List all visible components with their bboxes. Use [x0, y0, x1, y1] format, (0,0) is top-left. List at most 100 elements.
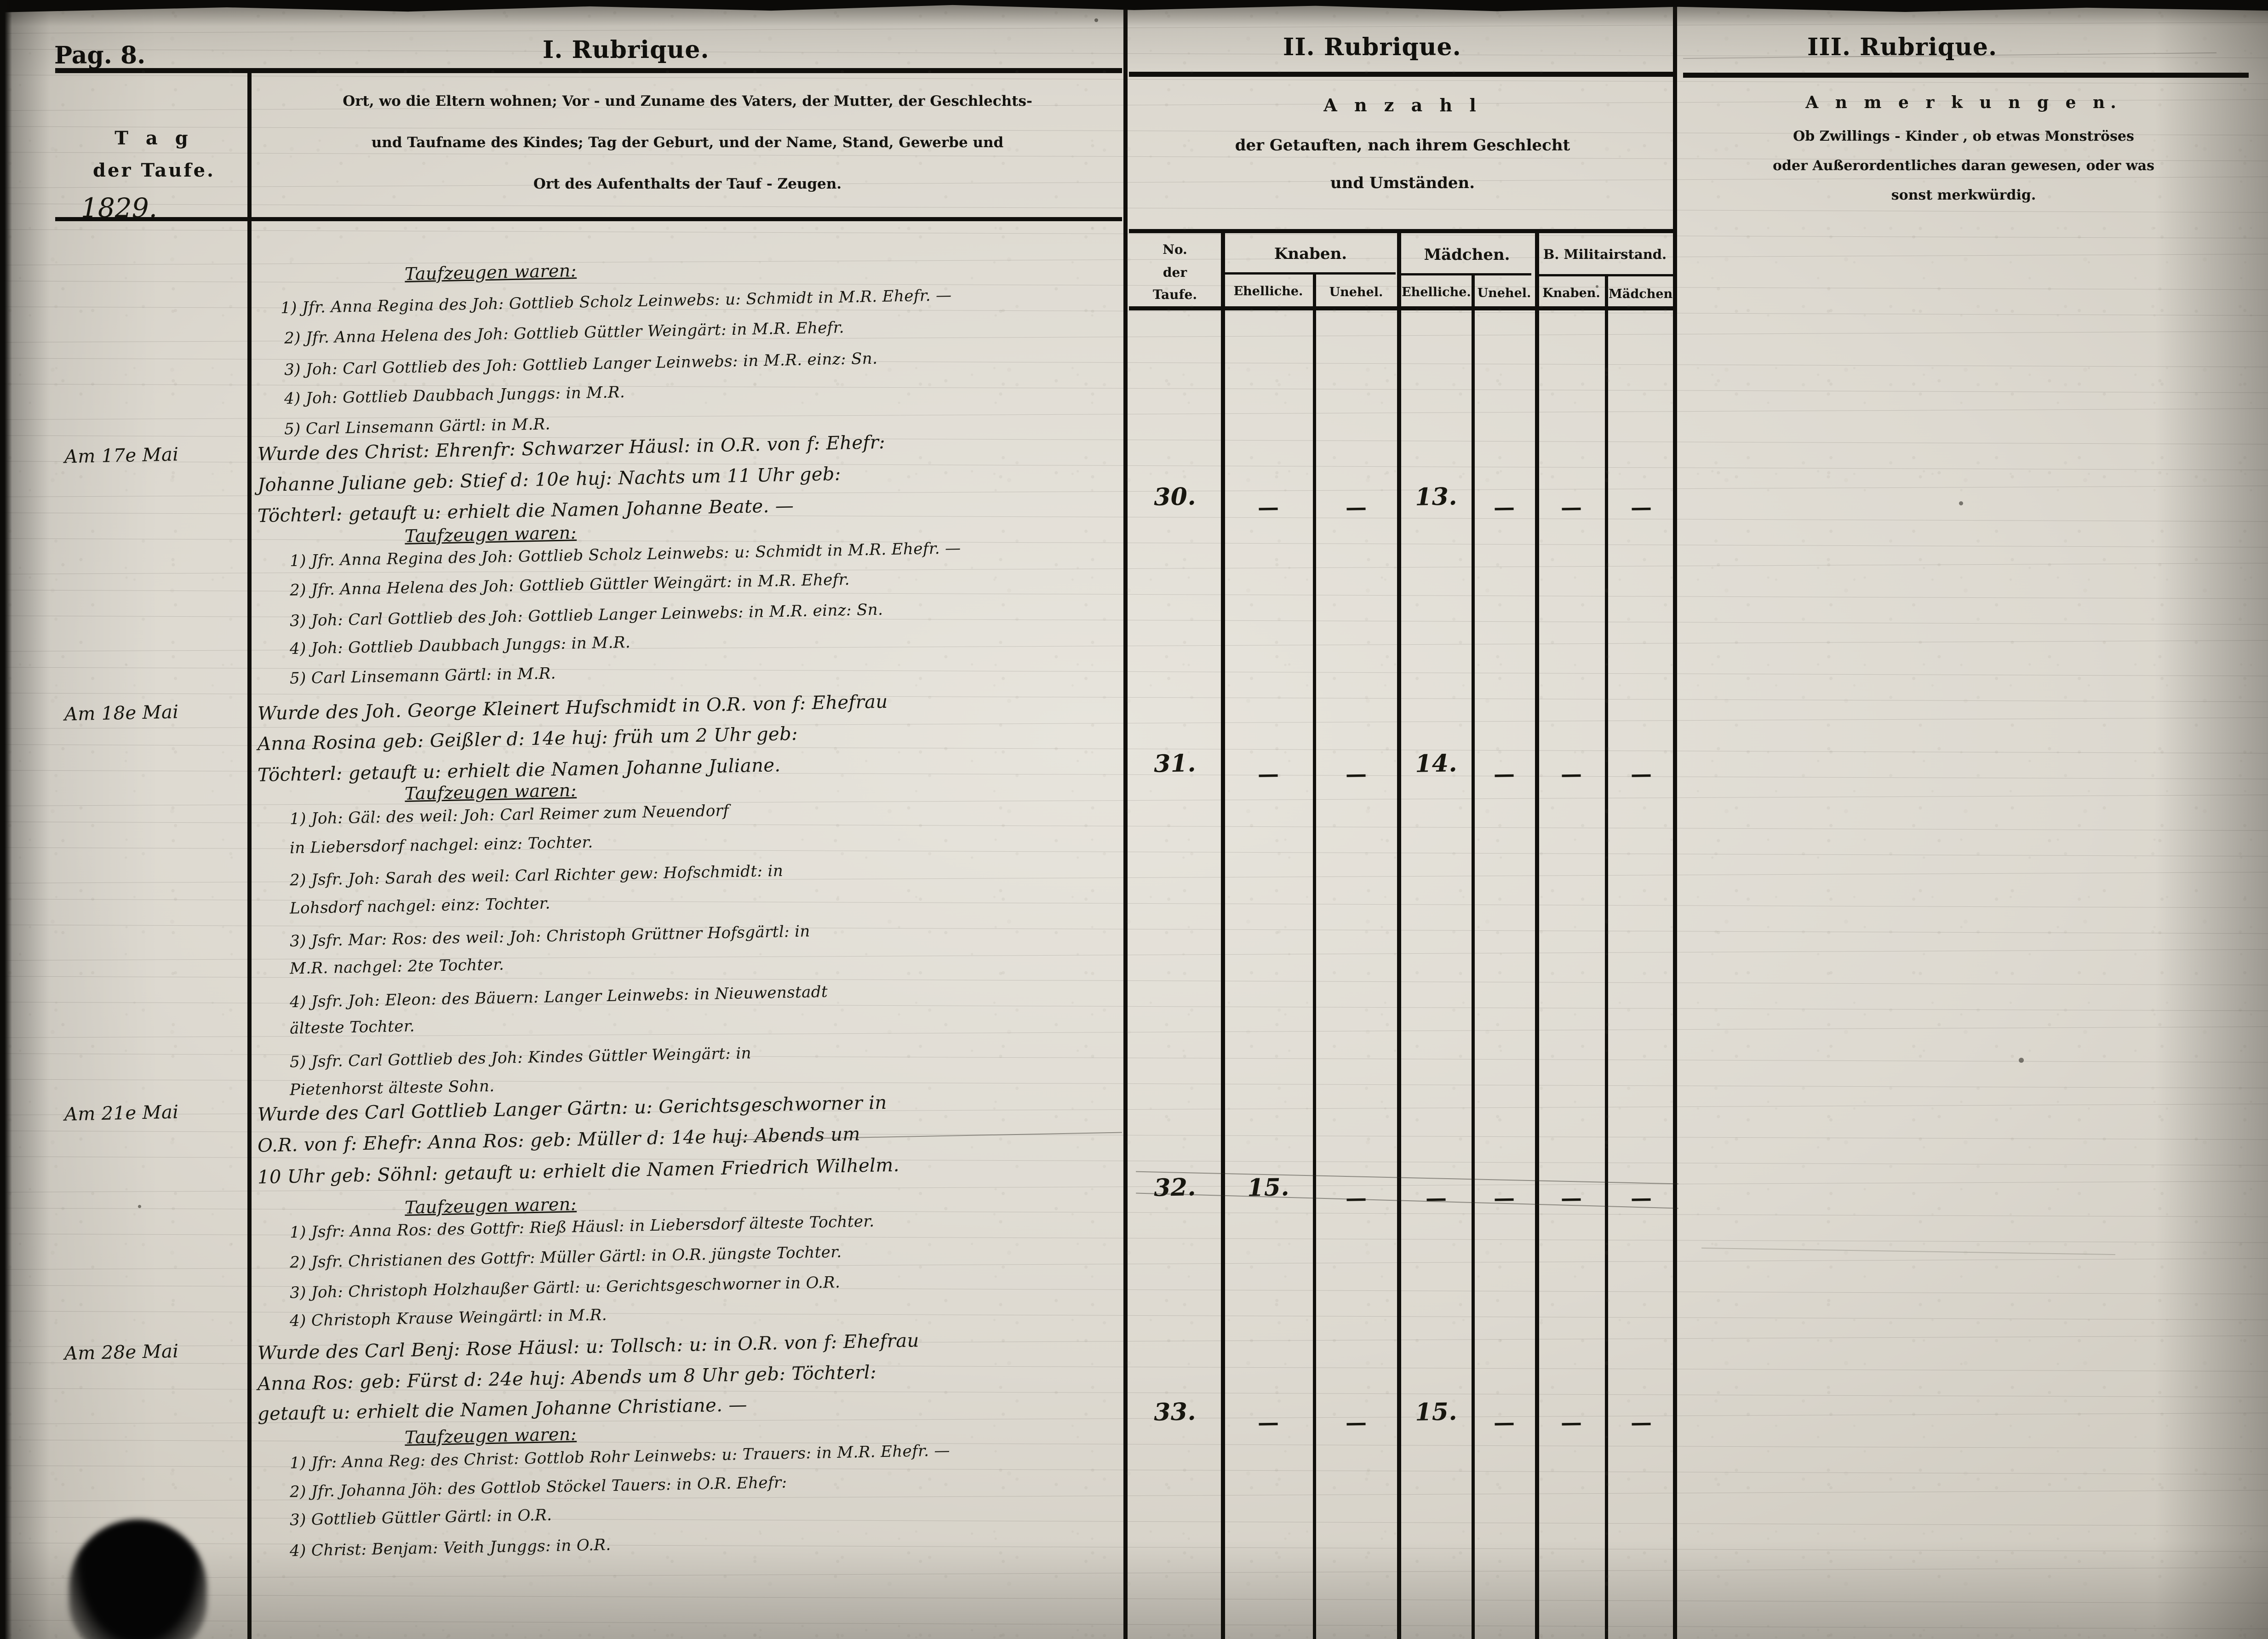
top-rule-right [1683, 73, 2249, 78]
entry-date: Am 28e Mai [64, 1341, 179, 1364]
rubrique1-desc-line3: Ort des Aufenthalts der Tauf - Zeugen. [533, 176, 842, 192]
witness-title: Taufzeugen waren: [404, 260, 577, 284]
paper-ruling-line [0, 1567, 2268, 1579]
count-militair-maedchen: — [1630, 494, 1652, 520]
count-militair-knaben: — [1560, 1185, 1582, 1211]
scan-edge-left [0, 0, 12, 1639]
divider-rubrique1-rubrique2 [1123, 0, 1128, 1639]
witness-list-item: 2) Jsfr. Joh: Sarah des weil: Carl Richt… [289, 861, 784, 890]
subhead-rule-bottom [1129, 306, 1676, 310]
count-knaben-ehelich: 15. [1247, 1173, 1290, 1202]
maedchen-underline [1398, 273, 1531, 275]
count-maedchen-unehelich: — [1493, 494, 1515, 520]
entry-no-taufe: 32. [1153, 1173, 1197, 1202]
count-knaben-unehelich: — [1345, 1410, 1367, 1435]
rubrique-1-heading: I. Rubrique. [543, 36, 710, 64]
scan-edge-top [0, 0, 2268, 12]
paper-ruling-line [0, 1620, 2268, 1629]
witness-title: Taufzeugen waren: [404, 1194, 577, 1218]
witness-list-item: 1) Jfr: Anna Reg: des Christ: Gottlob Ro… [289, 1441, 951, 1473]
page-number-label: Pag. 8. [54, 41, 146, 69]
rubrique1-desc-line2: und Taufname des Kindes; Tag der Geburt,… [371, 134, 1004, 151]
witness-list-item: 3) Joh: Carl Gottlieb des Joh: Gottlieb … [284, 349, 878, 379]
entry-body-line: Anna Ros: geb: Fürst d: 24e huj: Abends … [257, 1362, 877, 1395]
ink-speck-4 [2019, 1058, 2024, 1063]
finger-shadow [69, 1519, 207, 1639]
witness-list-item: 4) Joh: Gottlieb Daubbach Junggs: in M.R… [289, 633, 631, 659]
paper-ruling-line [0, 408, 2268, 420]
witness-title: Taufzeugen waren: [404, 780, 577, 804]
witness-list-item: 3) Joh: Christoph Holzhaußer Gärtl: u: G… [289, 1273, 841, 1302]
entry-no-taufe: 33. [1153, 1398, 1197, 1427]
no-taufe-header-line2: der [1163, 265, 1187, 280]
entry-body-line: getauft u: erhielt die Namen Johanne Chr… [257, 1394, 748, 1425]
count-knaben-unehelich: — [1345, 494, 1367, 520]
witness-list-item: 3) Jsfr. Mar: Ros: des weil: Joh: Christ… [289, 922, 811, 951]
entry-body-line: Johanne Juliane geb: Stief d: 10e huj: N… [257, 463, 842, 496]
count-knaben-unehelich: — [1345, 1185, 1367, 1211]
witness-list-item: 3) Gottlieb Güttler Gärtl: in O.R. [289, 1506, 552, 1530]
rubrique2-desc-line2: der Getauften, nach ihrem Geschlecht [1235, 136, 1570, 155]
militair-knaben-header: Knaben. [1542, 286, 1600, 300]
rubrique1-desc-line1: Ort, wo die Eltern wohnen; Vor - und Zun… [343, 93, 1032, 109]
divider-militair-inner [1605, 274, 1608, 1639]
witness-list-item: Lohsdorf nachgel: einz: Tochter. [289, 894, 551, 918]
militairstand-header: B. Militairstand. [1543, 246, 1667, 262]
ink-speck-5 [138, 1205, 141, 1208]
knaben-header: Knaben. [1274, 245, 1347, 263]
paper-ruling-line [0, 794, 2268, 807]
witness-title: Taufzeugen waren: [404, 1424, 577, 1448]
entry-date: Am 18e Mai [64, 701, 179, 725]
witness-list-item: 1) Jsfr: Anna Ros: des Gottfr: Rieß Häus… [289, 1212, 875, 1242]
rubrique-3-heading: III. Rubrique. [1807, 33, 1998, 61]
paper-ruling-line [0, 976, 2268, 986]
paper-ruling-line [0, 1594, 2268, 1604]
entry-body-line: Anna Rosina geb: Geißler d: 14e huj: frü… [257, 723, 798, 755]
witness-list-item: 2) Jfr. Anna Helena des Joh: Gottlieb Gü… [289, 570, 850, 600]
year-label: 1829. [81, 192, 158, 224]
entry-body-line: 10 Uhr geb: Söhnl: getauft u: erhielt di… [257, 1154, 900, 1188]
count-militair-maedchen: — [1630, 1410, 1652, 1435]
top-rule-mid [1129, 72, 1676, 77]
count-maedchen-ehelich: 13. [1415, 482, 1458, 511]
witness-list-item: älteste Tochter. [289, 1017, 415, 1038]
witness-list-item: 4) Christ: Benjam: Veith Junggs: in O.R. [289, 1536, 611, 1560]
no-taufe-header-line3: Taufe. [1152, 287, 1197, 302]
count-knaben-unehelich: — [1345, 761, 1367, 787]
divider-date-rubrique1 [247, 69, 252, 1639]
date-column-header-line1: T a g [115, 127, 194, 149]
entry-date: Am 17e Mai [64, 444, 179, 468]
count-maedchen-ehelich: 14. [1415, 749, 1458, 778]
paper-ruling-line [0, 693, 2268, 702]
count-maedchen-unehelich: — [1493, 1410, 1515, 1435]
witness-list-item: 5) Carl Linsemann Gärtl: in M.R. [284, 415, 551, 439]
entry-body-line: Wurde des Joh. George Kleinert Hufschmid… [257, 691, 888, 725]
witness-list-item: 3) Joh: Carl Gottlieb des Joh: Gottlieb … [289, 600, 883, 630]
rubrique2-desc-line3: und Umständen. [1330, 174, 1475, 192]
rubrique3-desc-line4: sonst merkwürdig. [1891, 187, 2036, 203]
paper-ruling-line [0, 1362, 2268, 1372]
witness-list-item: 2) Jfr. Anna Helena des Joh: Gottlieb Gü… [284, 318, 845, 348]
witness-list-item: 1) Jfr. Anna Regina des Joh: Gottlieb Sc… [289, 539, 961, 571]
entry-date: Am 21e Mai [64, 1101, 179, 1125]
count-knaben-ehelich: — [1257, 1410, 1279, 1435]
count-knaben-ehelich: — [1257, 761, 1279, 787]
count-militair-knaben: — [1560, 1410, 1582, 1435]
rubrique3-desc-line3: oder Außerordentliches daran gewesen, od… [1773, 158, 2154, 174]
count-militair-knaben: — [1560, 761, 1582, 787]
header-rule-left [55, 217, 1122, 221]
paper-ruling-line [0, 538, 2268, 548]
knaben-unehelich-header: Unehel. [1329, 285, 1383, 299]
ink-speck-2 [1959, 501, 1963, 505]
maedchen-ehelich-header: Ehelliche. [1402, 285, 1471, 299]
count-militair-knaben: — [1560, 494, 1582, 520]
rubrique2-desc-line1: A n z a h l [1323, 95, 1482, 115]
rubrique-2-heading: II. Rubrique. [1283, 33, 1461, 61]
divider-knaben-inner [1313, 272, 1316, 1639]
count-maedchen-ehelich: 15. [1415, 1398, 1458, 1427]
witness-list-item: in Liebersdorf nachgel: einz: Tochter. [289, 833, 593, 858]
rubrique3-desc-line2: Ob Zwillings - Kinder , ob etwas Monströ… [1793, 128, 2134, 144]
date-column-header-line2: der Taufe. [93, 160, 215, 181]
entry-no-taufe: 30. [1153, 482, 1197, 511]
divider-knaben-maedchen [1397, 230, 1401, 1639]
